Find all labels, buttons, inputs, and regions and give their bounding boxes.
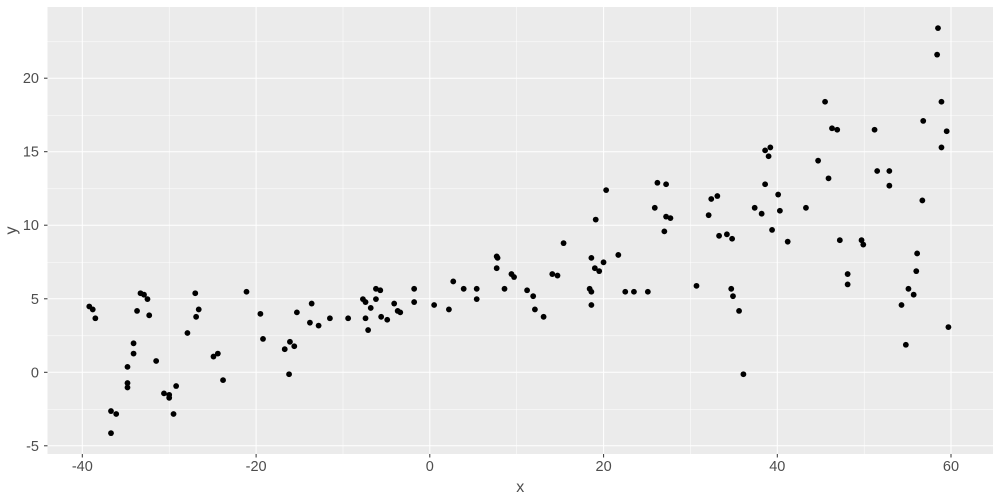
- svg-text:20: 20: [23, 71, 39, 87]
- svg-text:y: y: [3, 227, 20, 235]
- svg-text:0: 0: [426, 459, 434, 475]
- svg-text:40: 40: [769, 459, 785, 475]
- svg-text:-40: -40: [72, 459, 93, 475]
- svg-text:60: 60: [943, 459, 959, 475]
- svg-text:15: 15: [23, 145, 39, 161]
- svg-text:x: x: [516, 479, 524, 496]
- svg-text:5: 5: [31, 292, 39, 308]
- svg-text:-20: -20: [246, 459, 267, 475]
- svg-text:10: 10: [23, 218, 39, 234]
- svg-text:20: 20: [596, 459, 612, 475]
- svg-text:-5: -5: [26, 439, 39, 455]
- svg-text:0: 0: [31, 365, 39, 381]
